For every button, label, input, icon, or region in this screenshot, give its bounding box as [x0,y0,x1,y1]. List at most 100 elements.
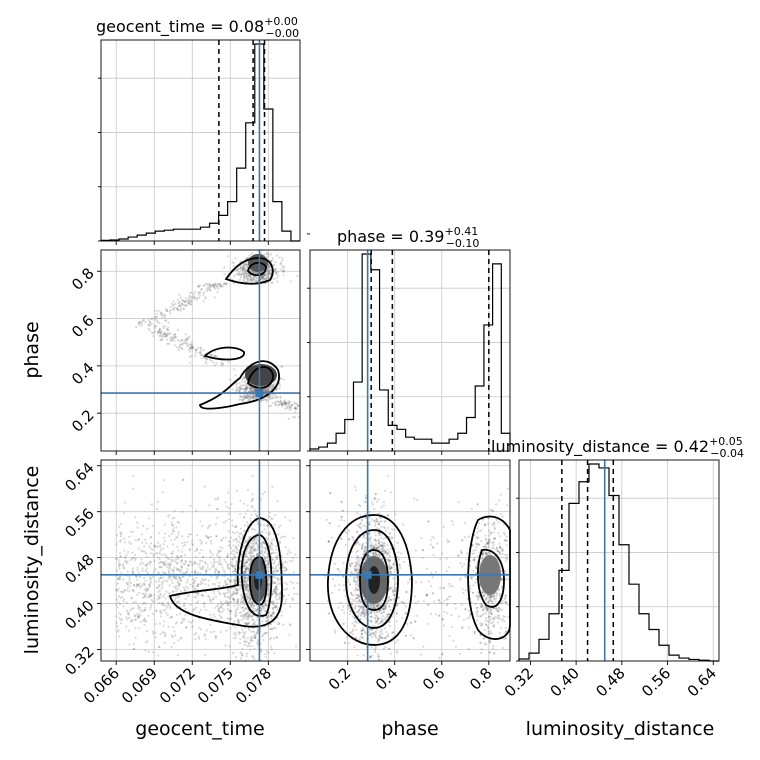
sample-point [194,570,197,573]
sample-point [153,554,156,558]
sample-point [266,272,269,275]
sample-point [272,264,276,267]
sample-point [247,396,250,399]
sample-point [204,296,207,299]
sample-point [169,607,172,610]
sample-point [244,386,248,389]
sample-point [172,626,175,629]
sample-point [170,645,173,649]
sample-point [233,620,236,623]
sample-point [137,604,140,607]
sample-point [168,310,171,313]
sample-point [489,618,492,622]
sample-point [175,589,178,592]
sample-point [338,525,341,528]
sample-point [381,615,384,618]
sample-point [255,397,258,400]
sample-point [203,633,206,636]
sample-point [249,278,252,281]
sample-point [239,388,242,391]
sample-point [136,593,139,597]
sample-point [232,598,235,601]
sample-point [173,566,176,569]
sample-point [273,523,276,526]
sample-point [271,281,274,284]
sample-point [227,589,230,592]
sample-point [396,541,399,545]
sample-point [210,561,213,564]
sample-point [214,287,217,290]
sample-point [136,566,139,569]
sample-point [264,389,267,392]
sample-point [117,595,121,598]
sample-point [380,520,383,523]
sample-point [261,275,265,278]
sample-point [166,338,169,341]
sample-point [438,656,441,660]
sample-point [145,593,148,596]
sample-point [266,625,269,628]
sample-point [158,579,161,583]
sample-point [273,588,277,591]
sample-point [291,403,294,406]
sample-point [248,395,251,398]
sample-point [122,605,125,608]
sample-point [270,281,273,284]
sample-point [238,389,241,392]
sample-point [176,307,179,310]
sample-point [158,562,161,565]
sample-point [239,657,243,660]
sample-point [272,383,275,386]
sample-point [178,569,181,573]
sample-point [239,527,242,530]
sample-point [223,571,226,574]
sample-point [253,538,256,541]
sample-point [144,649,147,652]
sample-point [150,331,153,334]
sample-point [244,387,247,390]
sample-point [251,390,254,393]
sample-point [237,618,240,621]
sample-point [213,560,216,563]
sample-point [263,274,266,277]
sample-point [289,406,292,409]
sample-point [149,536,152,539]
sample-point [251,280,254,283]
sample-point [242,266,246,269]
sample-point [243,524,246,527]
sample-point [250,615,253,618]
sample-point [186,541,189,544]
sample-point [243,264,246,267]
sample-point [484,612,487,615]
sample-point [263,528,266,531]
sample-point [240,593,243,596]
sample-point [293,592,296,595]
sample-point [130,596,133,600]
sample-point [271,611,274,614]
sample-point [246,394,250,397]
sample-point [498,535,502,538]
sample-point [115,557,118,560]
sample-point [269,396,272,399]
sample-point [370,646,373,649]
sample-point [129,559,132,562]
sample-point [180,621,183,624]
sample-point [247,274,251,277]
sample-point [198,297,201,300]
sample-point [171,339,174,342]
sample-point [244,396,247,399]
sample-point [212,598,215,601]
sample-point [234,609,237,612]
sample-point [392,586,395,589]
sample-point [263,608,266,611]
sample-point [265,274,268,277]
sample-point [374,524,377,528]
sample-point [232,590,235,594]
sample-point [178,343,182,346]
sample-point [238,580,241,584]
sample-point [191,346,195,349]
sample-point [138,324,141,327]
sample-point [142,319,145,322]
sample-point [267,265,270,268]
sample-point [177,587,180,591]
